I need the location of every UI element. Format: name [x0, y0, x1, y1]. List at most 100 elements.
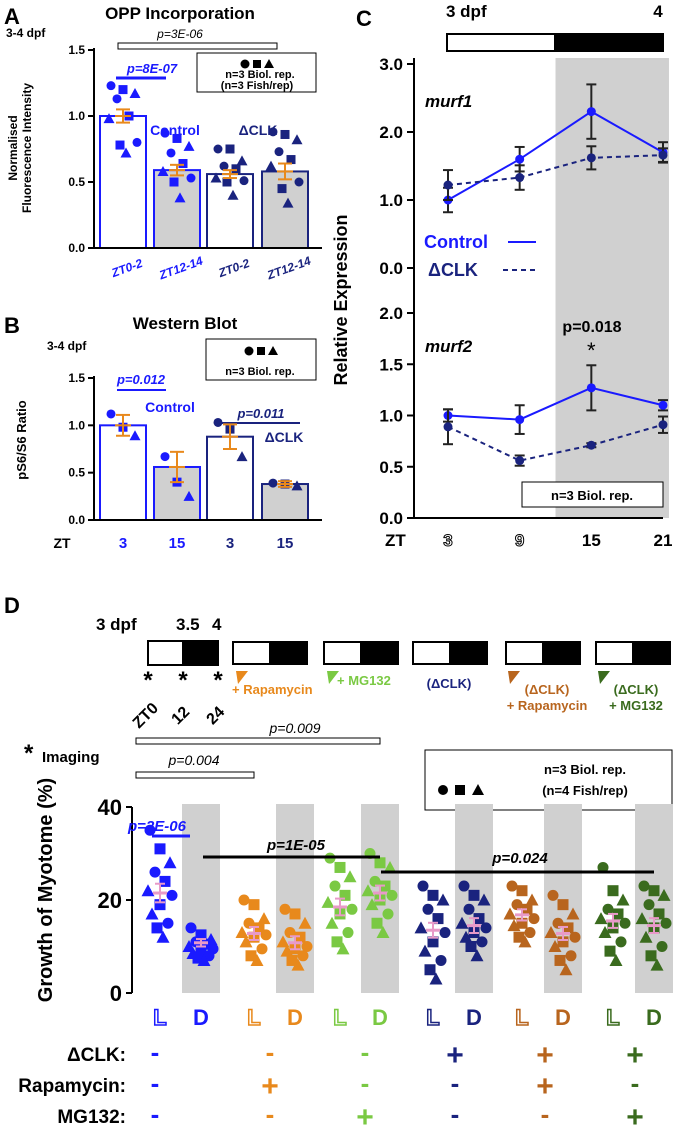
- data-point: [195, 945, 207, 957]
- data-point: [616, 893, 630, 906]
- data-point: [329, 880, 341, 892]
- treatment-sign: -: [631, 1068, 640, 1098]
- y-tick-label: 20: [98, 888, 122, 913]
- data-point: [639, 930, 653, 943]
- data-point: [268, 478, 278, 488]
- y-tick-label: 0: [110, 981, 122, 1006]
- x-tick-label: 15: [277, 535, 294, 552]
- timeline-dpf: 3 dpf: [96, 615, 137, 634]
- data-point: [248, 899, 260, 911]
- data-point: [274, 147, 284, 157]
- point-control: [515, 154, 525, 164]
- x-tick-label: 21: [654, 531, 673, 550]
- y-tick-label: 1.0: [68, 109, 85, 123]
- treatment-flag-icon: [598, 671, 610, 684]
- y-tick-label: 1.5: [68, 371, 85, 385]
- y-tick-label: 0.5: [68, 175, 85, 189]
- zt-tick: 12: [169, 704, 194, 729]
- treatment-sign: -: [361, 1068, 370, 1098]
- data-point: [506, 880, 518, 892]
- panel-b-ylabel: pS6/S6 Ratio: [14, 400, 29, 480]
- night-shading: [555, 58, 669, 518]
- panel-c-light-period: [446, 33, 556, 52]
- data-point: [516, 917, 528, 929]
- treat-dclk-mg-1: (ΔCLK): [614, 682, 659, 697]
- y-tick-label: 2.0: [379, 304, 403, 323]
- treatment-sign: +: [446, 1039, 464, 1072]
- p-024: p=0.024: [491, 850, 548, 867]
- data-point: [548, 940, 562, 952]
- panel-c-letter: C: [356, 6, 372, 31]
- panel-a-legend-line2: (n=3 Fish/rep): [221, 80, 294, 92]
- data-point: [282, 197, 294, 208]
- data-point: [112, 94, 122, 104]
- point-dclk: [586, 153, 596, 163]
- x-tick-label: 3: [443, 531, 452, 550]
- panel-a-ylabel-line1: Normalised: [6, 115, 20, 180]
- lane-label: D: [646, 1005, 662, 1030]
- p-009: p=0.009: [269, 720, 321, 736]
- data-point: [222, 177, 232, 187]
- sig-bar-009: [135, 737, 381, 745]
- data-point: [166, 889, 178, 901]
- point-dclk: [443, 180, 453, 190]
- y-tick-label: 3.0: [379, 55, 403, 74]
- cond-dark: [449, 641, 488, 665]
- p-004: p=0.004: [168, 752, 220, 768]
- treatment-sign: -: [151, 1068, 160, 1098]
- lane-label: L: [426, 1005, 439, 1030]
- data-point: [183, 140, 195, 151]
- cond-light: [232, 641, 271, 665]
- panel-b: B Western Blot 3-4 dpf n=3 Biol. rep. p=…: [4, 313, 322, 552]
- data-point: [331, 936, 343, 948]
- timeline-mid: 3.5: [176, 615, 200, 634]
- treatment-sign: -: [451, 1099, 460, 1129]
- p-value: p=0.018: [562, 319, 621, 336]
- data-point: [463, 903, 475, 915]
- point-control: [658, 400, 668, 410]
- lane-label: D: [193, 1005, 209, 1030]
- legend-square-icon: [455, 785, 465, 795]
- series-line-control: [447, 386, 664, 421]
- gene-label: murf1: [425, 92, 472, 111]
- treatment-sign: -: [266, 1037, 275, 1067]
- data-point: [597, 861, 609, 873]
- x-tick-label: ZT0-2: [216, 256, 252, 281]
- data-point: [455, 916, 469, 929]
- data-point: [301, 941, 313, 952]
- data-point: [160, 452, 170, 462]
- data-point: [106, 81, 116, 91]
- cond-dark: [269, 641, 308, 665]
- legend-square-icon: [253, 60, 261, 68]
- data-point: [162, 917, 174, 929]
- data-point: [342, 927, 354, 939]
- cond-dark: [360, 641, 399, 665]
- data-point: [427, 889, 439, 901]
- data-point: [607, 885, 619, 897]
- x-tick-label: 3: [119, 535, 127, 552]
- data-point: [436, 893, 450, 906]
- lane-label: L: [247, 1005, 260, 1030]
- timeline-light: [147, 640, 184, 666]
- treatment-sign: +: [536, 1070, 554, 1103]
- data-point: [289, 908, 301, 920]
- point-control: [586, 383, 596, 393]
- legend-circle-icon: [240, 59, 250, 69]
- panel-b-legend: n=3 Biol. rep.: [225, 366, 294, 378]
- y-tick-label: 0.0: [68, 513, 85, 527]
- treatment-sign: -: [266, 1099, 275, 1129]
- panel-a-title: OPP Incorporation: [105, 4, 255, 23]
- data-point: [427, 936, 439, 948]
- panel-a-letter: A: [4, 4, 20, 29]
- panel-a-plot: 0.0 0.5 1.0 1.5 ZT0-2 ZT12-14 ZT0-2 ZT12-14: [68, 43, 322, 283]
- point-dclk: [658, 420, 668, 430]
- data-point: [336, 942, 350, 955]
- treatment-flag-icon: [508, 671, 520, 684]
- lane-label: L: [333, 1005, 346, 1030]
- treat-dclk: (ΔCLK): [427, 676, 472, 691]
- data-point: [227, 189, 239, 200]
- data-point: [334, 861, 346, 873]
- panel-a-ylabel-line2: Fluorescence Intensity: [20, 83, 34, 213]
- data-point: [559, 963, 573, 976]
- panel-d-ylabel: Growth of Myotome (%): [35, 778, 57, 1002]
